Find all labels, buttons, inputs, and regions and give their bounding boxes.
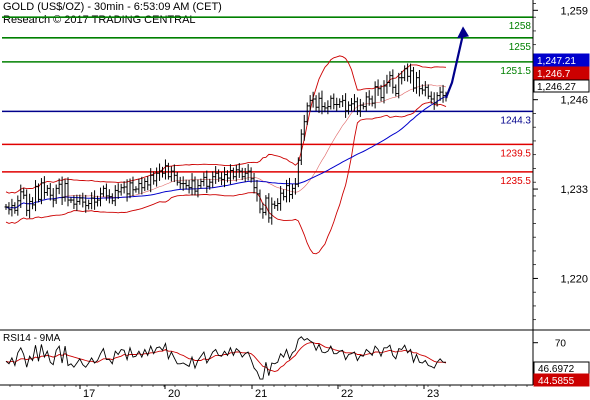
rsi-tag-label: 44.5855	[538, 376, 575, 387]
projection-arrow	[444, 26, 469, 99]
price-tag-ma: 1,247.21	[537, 56, 576, 67]
level-label-1258: 1258	[509, 21, 532, 32]
price-tags: 1,247.21 1,246.7 1,246.27	[533, 53, 590, 93]
level-label-1235.5: 1235.5	[500, 176, 531, 187]
price-tag-box	[533, 79, 590, 93]
price-tag-bollinger: 1,246.7	[537, 69, 571, 80]
level-label-1251.5: 1251.5	[500, 66, 531, 77]
bollinger-mid-line	[5, 84, 447, 209]
projection-arrow-head	[457, 26, 469, 39]
moving-average-line	[5, 95, 447, 209]
level-label-1255: 1255	[509, 42, 532, 53]
date-axis: 17 20 21 22 23	[9, 385, 528, 400]
bollinger-upper-line	[5, 55, 447, 194]
candlesticks	[4, 63, 448, 225]
price-tick-label: 1,220	[560, 273, 588, 285]
rsi-tag-label: 46.6972	[538, 364, 575, 375]
rsi-line	[5, 336, 446, 380]
level-label-1239.5: 1239.5	[500, 148, 531, 159]
price-tick-label: 1,233	[560, 184, 588, 196]
projection-arrow-line	[444, 34, 465, 99]
chart-frame	[0, 0, 590, 386]
level-lines: 1258 1255 1251.5 1244.3 1239.5 1235.5	[2, 16, 533, 187]
bollinger-lower-line	[5, 101, 447, 255]
rsi-tick-label: 70	[555, 339, 567, 350]
date-tick-label: 21	[255, 388, 267, 400]
date-tick-label: 23	[427, 388, 439, 400]
chart-title: GOLD (US$/OZ) - 30min - 6:53:09 AM (CET)	[3, 1, 222, 13]
moving-average	[5, 95, 447, 209]
date-tick-label: 17	[83, 388, 95, 400]
price-tick-label: 1,259	[560, 5, 588, 17]
level-label-1244.3: 1244.3	[500, 115, 531, 126]
date-tick-label: 22	[341, 388, 353, 400]
rsi-signal-line	[5, 342, 447, 372]
price-axis: 1,220 1,233 1,246 1,259	[533, 3, 588, 321]
price-tick-label: 1,246	[560, 95, 588, 107]
rsi-tag-box	[533, 373, 590, 387]
price-tag-box	[533, 53, 590, 67]
price-tag-box	[533, 66, 590, 80]
date-tick-label: 20	[168, 388, 180, 400]
price-tag-current: 1,246.27	[537, 82, 576, 93]
bollinger-bands	[5, 55, 447, 255]
rsi-panel-title: RSI14 - 9MA	[3, 333, 61, 344]
